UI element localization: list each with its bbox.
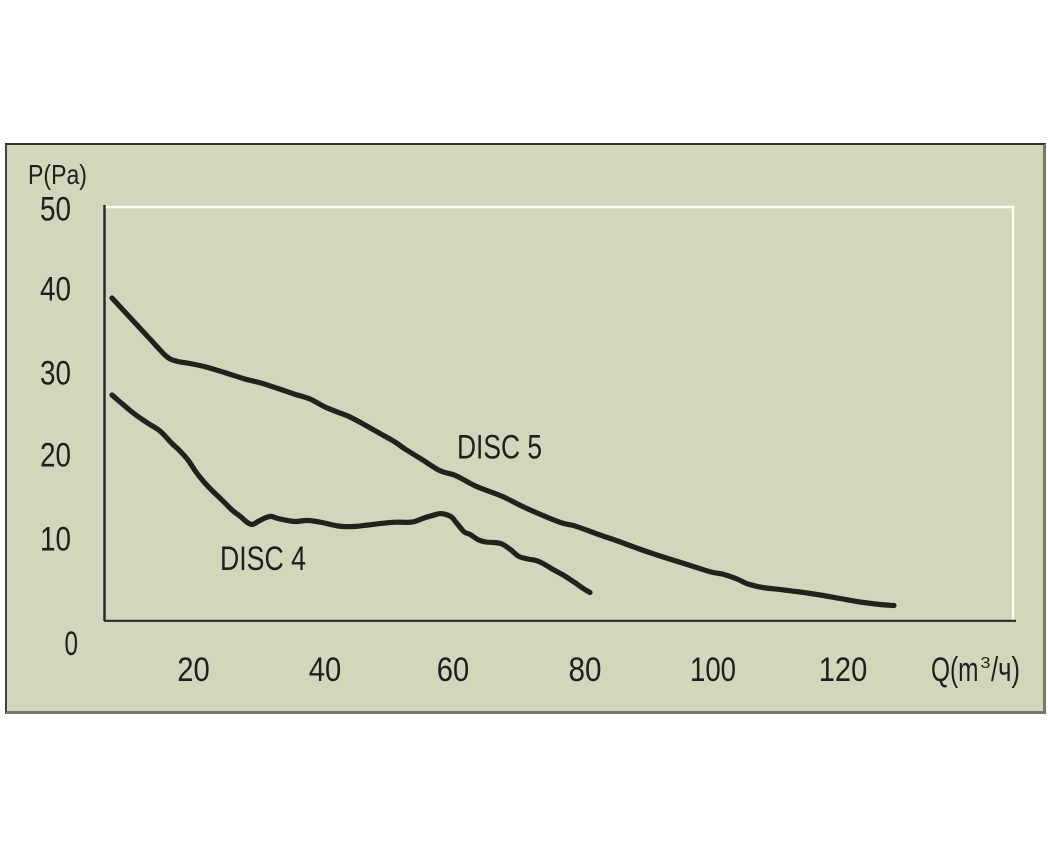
- svg-text:40: 40: [40, 271, 71, 309]
- svg-text:60: 60: [437, 651, 469, 689]
- svg-text:/ч): /ч): [991, 651, 1020, 689]
- svg-text:3: 3: [981, 655, 991, 672]
- svg-text:DISC 4: DISC 4: [220, 540, 306, 578]
- svg-text:120: 120: [819, 651, 868, 689]
- svg-text:80: 80: [569, 651, 602, 689]
- svg-text:40: 40: [309, 651, 342, 689]
- svg-text:DISC 5: DISC 5: [457, 429, 542, 467]
- svg-text:100: 100: [690, 651, 736, 689]
- svg-text:Q(m: Q(m: [931, 651, 979, 689]
- svg-text:20: 20: [40, 437, 71, 475]
- svg-text:P(Pa): P(Pa): [28, 159, 87, 190]
- svg-text:50: 50: [40, 191, 71, 229]
- svg-text:20: 20: [177, 651, 210, 689]
- svg-text:0: 0: [65, 625, 79, 663]
- svg-text:30: 30: [40, 355, 71, 393]
- svg-text:10: 10: [40, 521, 71, 559]
